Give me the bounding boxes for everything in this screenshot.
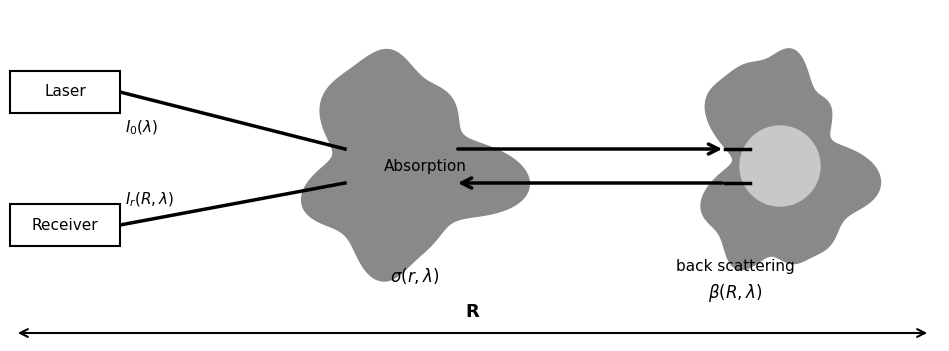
Polygon shape bbox=[302, 49, 530, 281]
Polygon shape bbox=[701, 49, 881, 270]
Ellipse shape bbox=[740, 126, 820, 206]
Text: Absorption: Absorption bbox=[383, 159, 467, 173]
FancyBboxPatch shape bbox=[10, 71, 120, 113]
Text: $I_r(R, \lambda)$: $I_r(R, \lambda)$ bbox=[125, 191, 175, 210]
Text: $\sigma(r, \lambda)$: $\sigma(r, \lambda)$ bbox=[390, 266, 439, 286]
Text: Laser: Laser bbox=[44, 85, 85, 99]
Text: Receiver: Receiver bbox=[31, 218, 99, 232]
Text: $I_0(\lambda)$: $I_0(\lambda)$ bbox=[125, 119, 158, 137]
Text: $\beta(R, \lambda)$: $\beta(R, \lambda)$ bbox=[708, 282, 762, 304]
Text: back scattering: back scattering bbox=[676, 258, 794, 273]
Text: R: R bbox=[466, 303, 479, 321]
FancyBboxPatch shape bbox=[10, 204, 120, 246]
